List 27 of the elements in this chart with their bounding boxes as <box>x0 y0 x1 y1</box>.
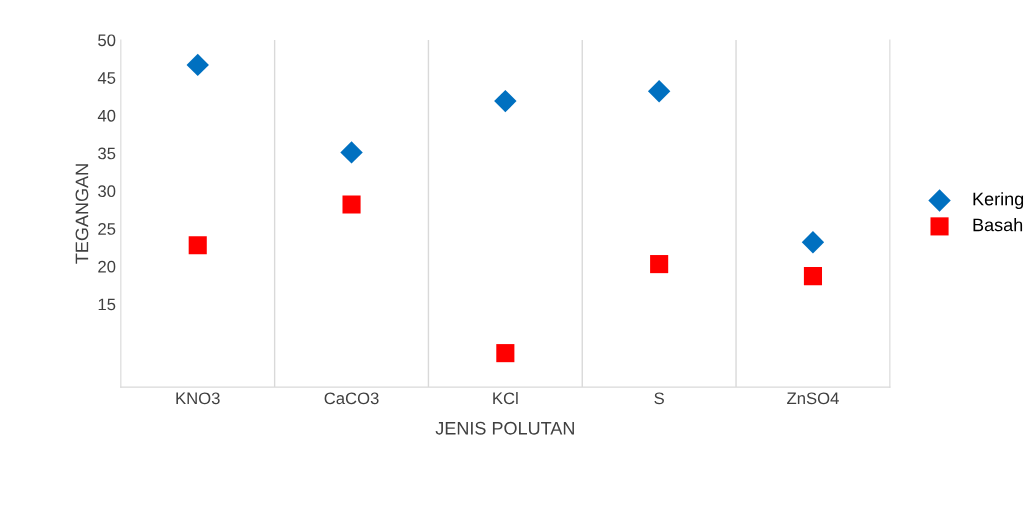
y-tick-label: 15 <box>98 298 116 311</box>
y-tick-label: 50 <box>98 34 116 47</box>
point <box>342 195 361 214</box>
x-axis-title: JENIS POLUTAN <box>435 421 574 435</box>
y-tick-label: 35 <box>98 147 116 160</box>
y-axis-title: TEGANGAN <box>75 164 89 264</box>
point <box>494 89 517 113</box>
legend-label: Basah <box>973 218 1023 232</box>
y-tick-label: 40 <box>97 109 116 122</box>
x-tick-label: KNO3 <box>176 392 220 405</box>
x-tick-label: S <box>654 392 664 405</box>
y-tick-label: 45 <box>97 72 116 84</box>
point <box>340 141 363 164</box>
point <box>650 255 669 274</box>
x-tick-label: ZnSO4 <box>787 392 839 405</box>
x-tick-label: CaCO3 <box>324 392 379 405</box>
y-tick-label: 30 <box>98 185 116 198</box>
point <box>801 231 825 254</box>
y-tick-label: 20 <box>98 260 116 273</box>
x-tick-label: KCl <box>493 391 518 405</box>
point <box>186 53 209 77</box>
legend-label: Kering <box>973 192 1024 210</box>
point <box>647 80 671 103</box>
point <box>803 267 823 286</box>
point <box>188 236 207 255</box>
point <box>496 344 515 363</box>
y-tick-label: 25 <box>98 223 116 235</box>
